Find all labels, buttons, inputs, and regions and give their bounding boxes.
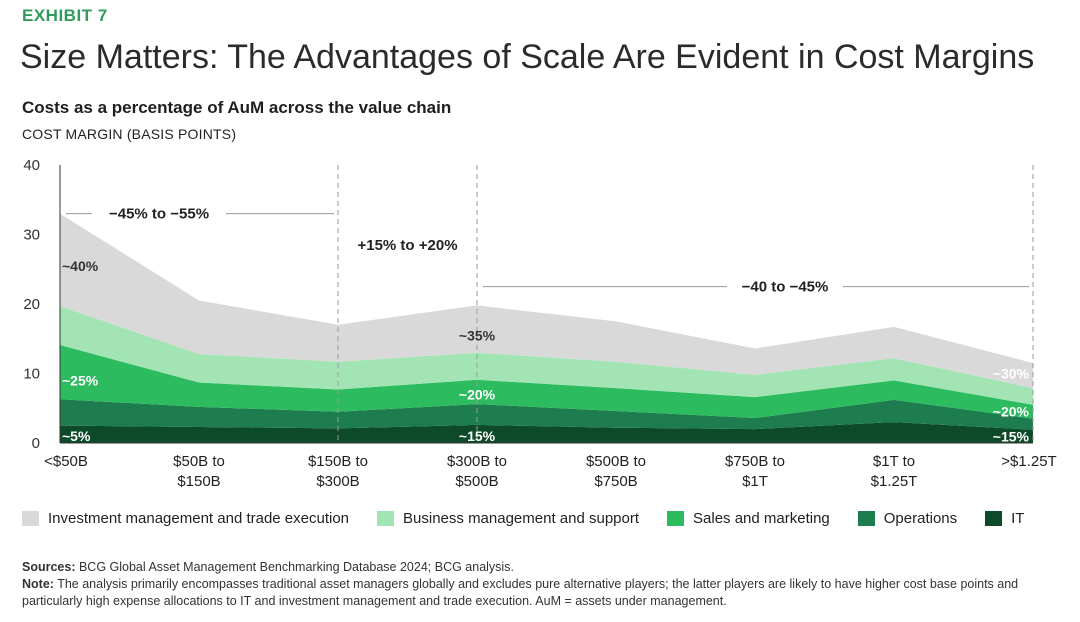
legend-item: Investment management and trade executio…: [22, 510, 349, 527]
x-tick-label-line: $750B to: [725, 453, 785, 470]
x-tick-label: $300B to $500B: [447, 453, 507, 490]
legend-item: Business management and support: [377, 510, 639, 527]
share-label: ~5%: [62, 428, 91, 444]
x-tick-label-line: $150B to: [308, 453, 368, 470]
note-label: Note:: [22, 577, 54, 591]
x-tick-label-line: <$50B: [44, 453, 88, 470]
share-label: ~15%: [993, 429, 1030, 445]
x-tick-label-line: $1T to: [873, 453, 915, 470]
share-label: ~35%: [459, 327, 496, 343]
x-tick-label-line: $1.25T: [871, 473, 918, 490]
x-tick-label: >$1.25T: [1001, 453, 1056, 470]
legend-label: IT: [1011, 510, 1025, 527]
x-tick-label-line: $500B to: [586, 453, 646, 470]
legend-swatch: [22, 511, 39, 526]
share-label: ~20%: [459, 386, 496, 402]
legend-swatch: [857, 511, 875, 526]
x-tick-label: $150B to $300B: [308, 453, 368, 490]
legend-swatch: [985, 511, 1003, 526]
note-line: Note: The analysis primarily encompasses…: [22, 576, 1067, 610]
area-operations: [60, 399, 1033, 430]
y-tick-label: 20: [23, 296, 40, 313]
x-tick-label-line: $150B: [177, 473, 220, 490]
sources-line: Sources: BCG Global Asset Management Ben…: [22, 559, 1067, 576]
x-tick-label: $50B to $150B: [173, 453, 225, 490]
footer: Sources: BCG Global Asset Management Ben…: [22, 559, 1067, 610]
y-tick-label: 10: [23, 366, 40, 383]
area-investment-management-and-trade-execution: [60, 213, 1033, 389]
y-tick-label: 0: [32, 435, 40, 452]
y-tick-label: 30: [23, 227, 40, 244]
y-tick-label: 40: [23, 157, 40, 174]
x-tick-label-line: $300B: [316, 473, 359, 490]
x-tick-label-line: $1T: [742, 473, 768, 490]
x-tick-label-line: $300B to: [447, 453, 507, 470]
share-label: ~20%: [993, 404, 1030, 420]
area-sales-and-marketing: [60, 345, 1033, 419]
x-tick-label: <$50B: [44, 453, 88, 470]
share-label: ~15%: [459, 428, 496, 444]
x-tick-label-line: >$1.25T: [1001, 453, 1056, 470]
range-label: −40 to −45%: [742, 279, 829, 296]
legend-label: Investment management and trade executio…: [48, 510, 350, 527]
legend-label: Sales and marketing: [693, 510, 830, 527]
legend-swatch: [667, 511, 685, 526]
legend-item: Operations: [857, 510, 958, 527]
share-label: ~25%: [62, 372, 99, 388]
chart-legend: Investment management and trade executio…: [22, 510, 1072, 527]
page-title: Size Matters: The Advantages of Scale Ar…: [20, 38, 1035, 76]
chart-subtitle: Costs as a percentage of AuM across the …: [22, 98, 452, 117]
legend-item: Sales and marketing: [667, 510, 830, 527]
area-business-management-and-support: [60, 306, 1033, 405]
legend-label: Business management and support: [403, 510, 640, 527]
legend-label: Operations: [883, 510, 958, 527]
x-tick-label: $1T to $1.25T: [871, 453, 918, 490]
range-label: +15% to +20%: [357, 237, 457, 254]
x-tick-label-line: $750B: [594, 473, 637, 490]
range-label: −45% to −55%: [109, 206, 209, 223]
sources-label: Sources:: [22, 560, 76, 574]
x-tick-label: $750B to $1T: [725, 453, 785, 490]
x-tick-label-line: $50B to: [173, 453, 225, 470]
area-it: [60, 422, 1033, 443]
exhibit-label: EXHIBIT 7: [22, 6, 108, 25]
y-axis-label: COST MARGIN (BASIS POINTS): [22, 126, 237, 142]
legend-swatch: [377, 511, 395, 526]
share-label: ~40%: [62, 258, 99, 274]
legend-item: IT: [985, 510, 1024, 527]
x-tick-label: $500B to $750B: [586, 453, 646, 490]
note-text: The analysis primarily encompasses tradi…: [22, 577, 1019, 608]
sources-text: BCG Global Asset Management Benchmarking…: [75, 560, 514, 574]
share-label: ~30%: [993, 366, 1030, 382]
x-tick-label-line: $500B: [455, 473, 498, 490]
